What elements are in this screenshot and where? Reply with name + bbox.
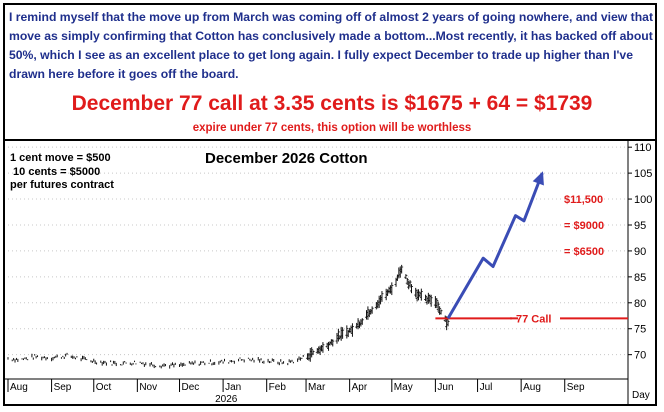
price-bar	[356, 318, 360, 330]
x-tick-label: Aug	[10, 382, 28, 393]
x-tick-label: Apr	[352, 382, 368, 393]
x-tick-label: Jan	[225, 382, 241, 393]
price-bar	[370, 306, 374, 314]
price-bars	[7, 264, 450, 369]
price-bar	[321, 342, 325, 353]
projection-path	[446, 172, 544, 320]
y-tick-label: 75	[634, 324, 646, 336]
x-tick-label: Jun	[437, 382, 453, 393]
price-bar	[345, 325, 349, 339]
x-tick-label: Aug	[523, 382, 541, 393]
x-tick-label: May	[394, 382, 413, 393]
headline: December 77 call at 3.35 cents is $1675 …	[71, 92, 593, 115]
price-bar	[380, 291, 384, 302]
chart-title: December 2026 Cotton	[205, 150, 368, 167]
y-tick-label: 80	[634, 298, 646, 310]
y-tick-label: 105	[634, 168, 652, 180]
price-bar	[310, 347, 314, 358]
y-tick-label: 110	[634, 142, 652, 154]
y-tick-label: 95	[634, 220, 646, 232]
x-tick-label: Jul	[480, 382, 493, 393]
subline: expire under 77 cents, this option will …	[192, 122, 472, 134]
price-bar	[405, 277, 409, 285]
profit-annotation: = $9000	[564, 220, 604, 232]
price-bar	[435, 298, 439, 309]
price-bar	[408, 280, 412, 288]
price-bar	[436, 301, 440, 312]
y-axis: 70 75 80 85 90 95 100 105 110	[628, 142, 652, 362]
x-tick-label: Dec	[182, 382, 200, 393]
grid-lines	[8, 146, 628, 356]
price-bar	[311, 350, 315, 356]
x-tick-label: Oct	[96, 382, 112, 393]
y-tick-label: 85	[634, 272, 646, 284]
x-tick-label: Sep	[54, 382, 72, 393]
x-tick-label: Sep	[567, 382, 585, 393]
note-line: 10 cents = $5000	[10, 165, 101, 178]
price-bar	[336, 328, 340, 342]
price-bar	[424, 294, 428, 302]
y-tick-label: 100	[634, 194, 652, 206]
projection-arrowhead	[532, 171, 544, 186]
figure-frame	[3, 3, 657, 406]
price-bar	[341, 327, 345, 339]
x-tick-label: Feb	[269, 382, 287, 393]
intro-paragraph: I remind myself that the move up from Ma…	[9, 10, 654, 81]
y-tick-label: 70	[634, 350, 646, 362]
call-level-label: 77 Call	[516, 313, 551, 325]
contract-notes: 1 cent move = $500 10 cents = $5000 per …	[10, 152, 114, 193]
price-bar	[350, 323, 354, 337]
price-bar	[390, 282, 394, 296]
price-bar	[360, 318, 364, 325]
price-bar	[446, 319, 450, 327]
call-level-label-bg	[512, 311, 560, 326]
note-line: 1 cent move = $500	[10, 152, 111, 164]
price-bar	[331, 339, 335, 347]
x-tick-label: Nov	[139, 382, 157, 393]
note-line: per futures contract	[10, 179, 114, 191]
profit-annotation: = $6500	[564, 246, 604, 258]
price-bar	[409, 284, 413, 294]
overlay: 77 Call $11,500 = $9000 = $6500	[435, 171, 628, 326]
price-bar	[429, 294, 433, 307]
x-unit-label: Day	[632, 390, 650, 401]
price-bar	[419, 288, 423, 301]
y-tick-label: 90	[634, 246, 646, 258]
price-bar	[439, 309, 443, 315]
x-tick-label: Mar	[308, 382, 326, 393]
price-bar	[404, 274, 408, 279]
profit-annotation: $11,500	[564, 194, 603, 206]
price-bar	[400, 264, 404, 274]
year-label: 2026	[215, 394, 238, 405]
x-axis: Aug Sep Oct Nov Dec Jan Feb Mar Apr May Jun Jul Aug S…	[7, 379, 650, 405]
